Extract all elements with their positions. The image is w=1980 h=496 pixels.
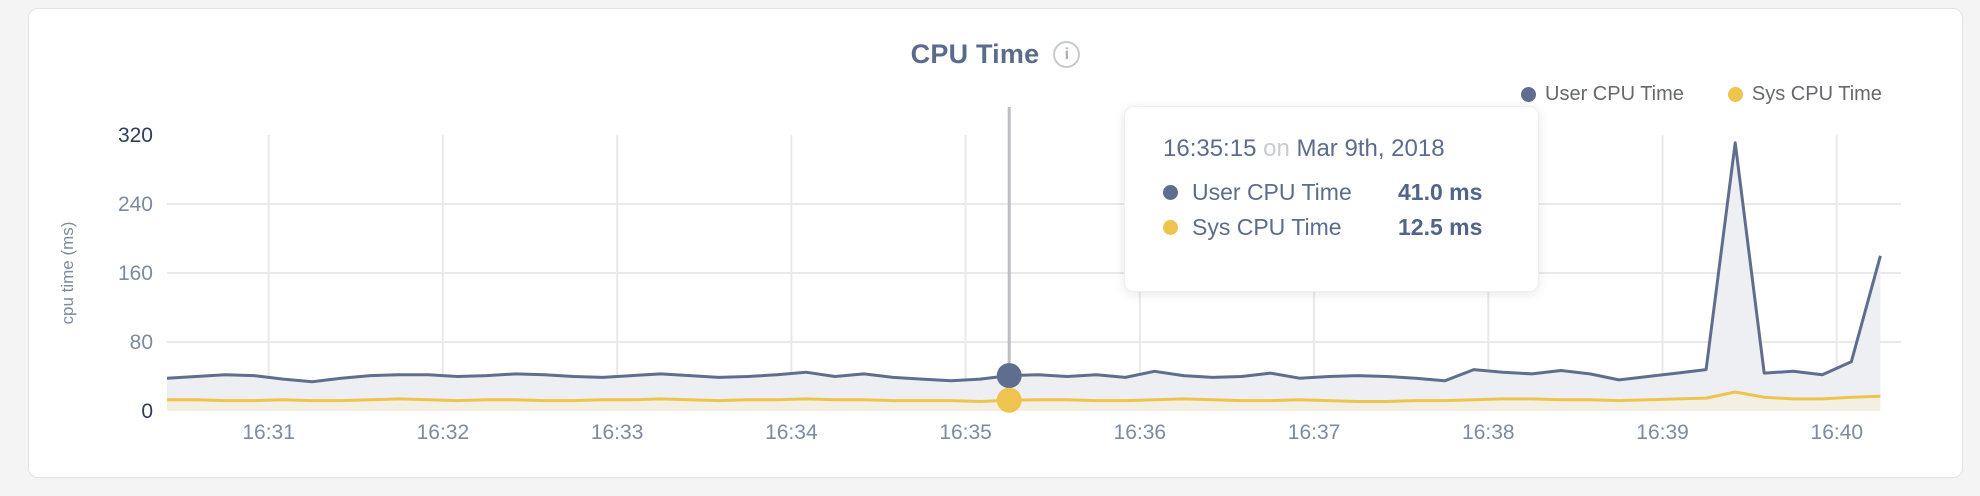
- tooltip-series-label: User CPU Time: [1192, 179, 1352, 205]
- tooltip-date: Mar 9th, 2018: [1296, 135, 1445, 162]
- sys-cpu-line: [167, 390, 1881, 403]
- cpu-time-chart-card: 16:31 16:32 16:33 16:34 16:35 16:36 16:37 16:38…: [28, 8, 1963, 478]
- legend-item-user-cpu-time[interactable]: User CPU Time: [1521, 83, 1684, 106]
- x-tick-label: 16:39: [1636, 421, 1689, 444]
- sys-series-dot-icon: [1163, 220, 1178, 235]
- sys-series-dot-icon: [1727, 87, 1743, 102]
- chart-title: CPU Time: [910, 39, 1040, 69]
- chart-tooltip: 16:35:15 on Mar 9th, 2018 User CPU Time …: [1124, 106, 1539, 292]
- user-cpu-line: [166, 141, 1882, 384]
- x-tick-label: 16:34: [765, 421, 818, 444]
- x-tick-label: 16:36: [1114, 421, 1167, 444]
- y-axis-title: cpu time (ms): [58, 222, 77, 325]
- y-tick-label: 160: [118, 262, 153, 285]
- sys-hover-point: [996, 387, 1022, 413]
- chart-legend: User CPU Time Sys CPU Time: [1521, 83, 1882, 106]
- x-tick-label: 16:32: [417, 421, 470, 444]
- y-tick-label: 320: [118, 124, 153, 147]
- x-tick-label: 16:40: [1811, 421, 1864, 444]
- tooltip-series-label: Sys CPU Time: [1192, 214, 1342, 240]
- tooltip-timestamp: 16:35:15 on Mar 9th, 2018: [1163, 135, 1538, 163]
- user-series-dot-icon: [1163, 185, 1178, 200]
- x-tick-label: 16:35: [939, 421, 992, 444]
- x-tick-label: 16:31: [242, 421, 295, 444]
- legend-label: User CPU Time: [1545, 83, 1684, 105]
- user-hover-point: [996, 363, 1022, 389]
- tooltip-conjunction: on: [1263, 135, 1290, 162]
- legend-item-sys-cpu-time[interactable]: Sys CPU Time: [1727, 83, 1882, 106]
- y-tick-label: 80: [130, 331, 153, 354]
- x-tick-label: 16:37: [1288, 421, 1341, 444]
- legend-label: Sys CPU Time: [1751, 83, 1882, 105]
- info-icon[interactable]: i: [1053, 41, 1081, 68]
- cpu-time-line-chart[interactable]: 16:31 16:32 16:33 16:34 16:35 16:36 16:37 16:38…: [29, 9, 1964, 479]
- chart-header: CPU Time i: [29, 39, 1962, 70]
- x-tick-label: 16:33: [591, 421, 644, 444]
- user-area-fill: [167, 142, 1881, 412]
- tooltip-series-value: 41.0 ms: [1398, 179, 1483, 205]
- tooltip-time: 16:35:15: [1163, 135, 1257, 162]
- x-tick-label: 16:38: [1462, 421, 1515, 444]
- y-tick-label: 0: [141, 400, 153, 423]
- user-series-dot-icon: [1521, 87, 1536, 102]
- tooltip-series-value: 12.5 ms: [1398, 214, 1483, 240]
- tooltip-row-sys: Sys CPU Time 12.5 ms: [1163, 210, 1538, 245]
- y-tick-label: 240: [118, 193, 153, 216]
- tooltip-row-user: User CPU Time 41.0 ms: [1163, 175, 1538, 210]
